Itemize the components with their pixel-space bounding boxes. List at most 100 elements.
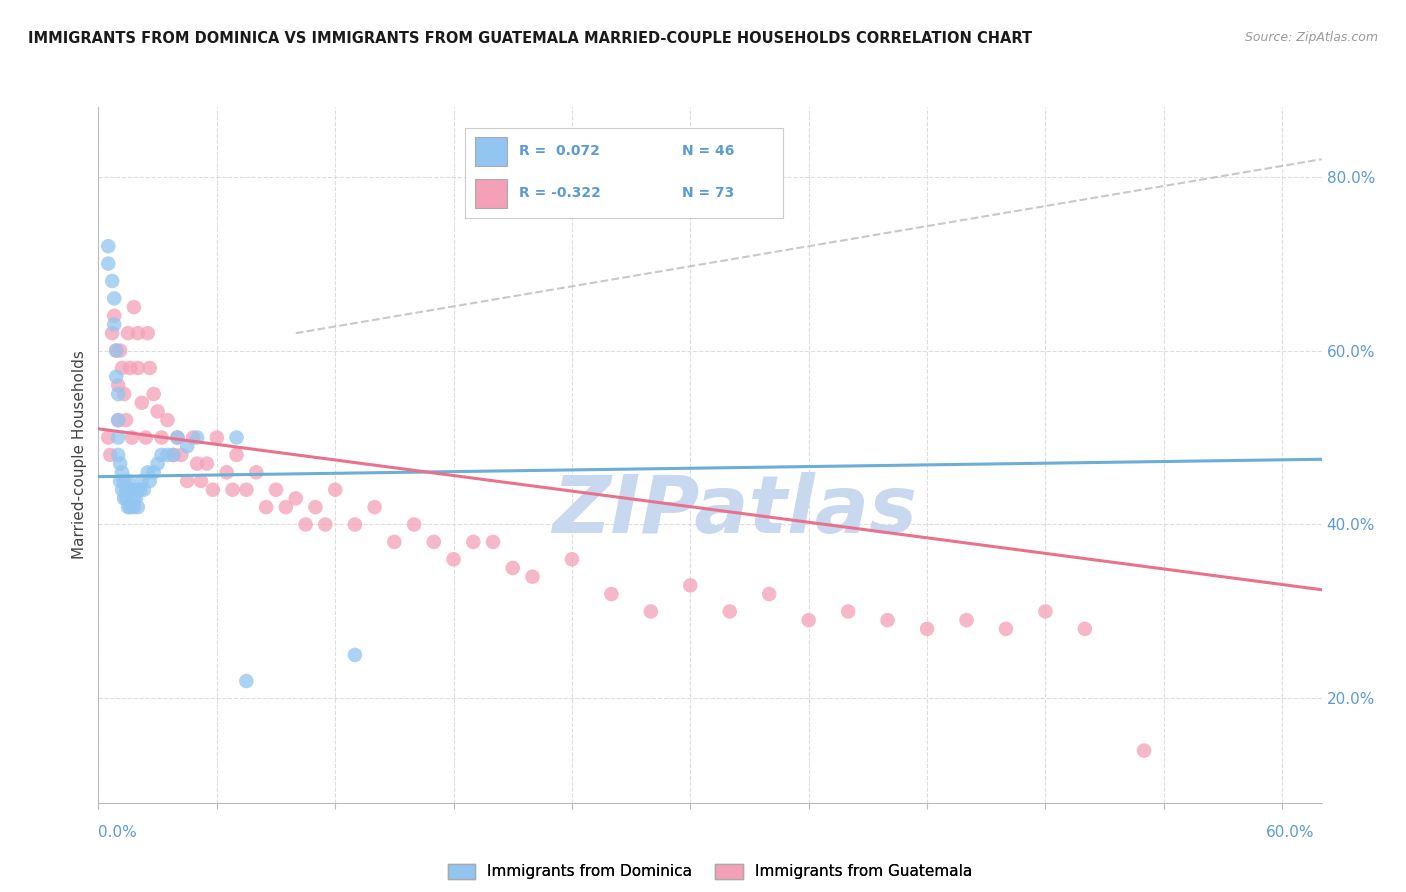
Point [142,387,165,401]
Point [108,474,131,488]
Point [127,326,149,340]
Point [264,483,287,497]
Point [138,361,160,376]
Point [502,561,524,575]
Point [107,387,129,401]
Point [112,491,135,506]
Point [363,500,385,514]
Point [108,343,131,358]
Point [176,439,198,453]
Point [122,300,145,314]
Point [97,257,120,271]
Point [323,483,346,497]
Point [679,578,702,592]
Point [195,457,218,471]
Point [118,483,141,497]
Point [107,378,129,392]
Point [131,474,153,488]
Point [955,613,977,627]
Point [343,517,366,532]
Point [97,239,120,253]
Point [121,430,143,444]
Point [640,605,662,619]
Point [117,326,139,340]
Text: ZIPatlas: ZIPatlas [553,472,917,549]
Point [115,483,138,497]
Point [404,517,426,532]
Point [235,483,257,497]
Point [105,343,128,358]
Point [122,500,145,514]
Point [225,430,247,444]
Point [994,622,1017,636]
Point [150,448,173,462]
Point [101,326,124,340]
Point [118,361,141,376]
Y-axis label: Married-couple Households: Married-couple Households [72,351,87,559]
Point [797,613,820,627]
Point [162,448,184,462]
Text: Source: ZipAtlas.com: Source: ZipAtlas.com [1244,31,1378,45]
Point [522,570,544,584]
Legend: Immigrants from Dominica, Immigrants from Guatemala: Immigrants from Dominica, Immigrants fro… [441,858,979,886]
Point [382,534,405,549]
Point [135,430,157,444]
Point [125,491,148,506]
Point [215,466,238,480]
Point [186,457,208,471]
Point [176,474,198,488]
Point [146,404,169,418]
Point [190,474,212,488]
Point [304,500,326,514]
Point [121,483,143,497]
Point [482,534,505,549]
Point [443,552,465,566]
Point [915,622,938,636]
Point [103,318,125,332]
Point [162,448,184,462]
Point [128,483,150,497]
Point [101,274,124,288]
Point [107,430,129,444]
Point [97,430,120,444]
Point [127,361,149,376]
Point [112,387,135,401]
Point [166,430,188,444]
Point [245,466,267,480]
Point [235,674,257,689]
Point [423,534,446,549]
Point [138,474,160,488]
Point [111,466,134,480]
Point [343,648,366,662]
Point [105,369,128,384]
Point [1133,744,1156,758]
Point [600,587,623,601]
Text: 0.0%: 0.0% [98,825,138,840]
Point [1074,622,1097,636]
Point [561,552,583,566]
Text: IMMIGRANTS FROM DOMINICA VS IMMIGRANTS FROM GUATEMALA MARRIED-COUPLE HOUSEHOLDS : IMMIGRANTS FROM DOMINICA VS IMMIGRANTS F… [28,31,1032,46]
Point [122,491,145,506]
Point [225,448,247,462]
Point [186,430,208,444]
Point [115,491,138,506]
Point [111,361,134,376]
Text: 60.0%: 60.0% [1267,825,1315,840]
Point [117,483,139,497]
Point [758,587,780,601]
Point [1035,605,1057,619]
Point [463,534,485,549]
Point [201,483,224,497]
Point [254,500,277,514]
Point [108,457,131,471]
Point [107,448,129,462]
Point [136,466,159,480]
Point [103,291,125,305]
Point [170,448,193,462]
Point [150,430,173,444]
Point [127,500,149,514]
Point [274,500,297,514]
Point [115,413,138,427]
Point [136,326,159,340]
Point [131,395,153,409]
